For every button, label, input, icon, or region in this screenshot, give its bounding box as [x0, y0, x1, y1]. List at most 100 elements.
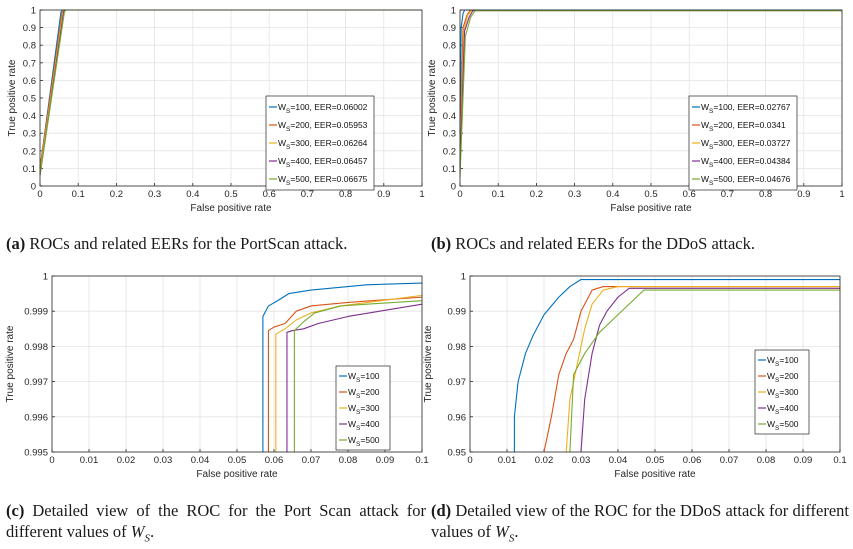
x-tick-label: 0.03	[572, 455, 591, 466]
y-tick-label: 0.7	[443, 58, 456, 69]
legend-label: WS=300, EER=0.03727	[701, 138, 791, 151]
x-tick-label: 0.06	[265, 455, 284, 466]
x-tick-label: 0.08	[757, 455, 776, 466]
chart-panel-c: 0 0.01 0.02 0.03 0.04 0.05 0.06 0.07 0.08 0.09 0.1…	[5, 272, 429, 481]
legend-label: WS=300	[348, 403, 380, 416]
x-tick-label: 0.7	[721, 189, 734, 200]
y-tick-label: 0.5	[23, 94, 36, 105]
series-line-d-4	[580, 287, 840, 453]
axes-frame-c	[51, 275, 423, 453]
y-tick-label: 0.7	[23, 58, 36, 69]
x-tick-label: 0.6	[683, 189, 696, 200]
y-tick-label: 0.96	[448, 412, 467, 423]
x-tick-label: 0.5	[224, 189, 237, 200]
y-tick-label: 1	[31, 6, 36, 17]
x-tick-label: 0.06	[683, 455, 702, 466]
caption-b-letter: (b)	[431, 234, 452, 253]
x-tick-label: 0.03	[154, 455, 173, 466]
y-tick-label: 0.9	[23, 23, 36, 34]
x-tick-label: 0.2	[530, 189, 543, 200]
caption-d-sub: S	[508, 532, 515, 545]
y-tick-label: 0.998	[24, 342, 48, 353]
legend-label: WS=100, EER=0.02767	[701, 102, 791, 115]
x-tick-label: 0.4	[606, 189, 619, 200]
caption-c-var: W	[130, 522, 145, 541]
x-tick-label: 0.04	[609, 455, 628, 466]
x-tick-label: 0.01	[80, 455, 99, 466]
x-tick-label: 0.5	[644, 189, 657, 200]
legend-box	[265, 95, 375, 191]
x-tick-label: 0.8	[759, 189, 772, 200]
y-axis-label: True positive rate	[7, 59, 18, 136]
y-axis-label: True positive rate	[423, 325, 434, 402]
legend-label: WS=100	[767, 355, 799, 368]
caption-d-end: .	[514, 522, 519, 541]
caption-a-letter: (a)	[6, 234, 26, 253]
x-tick-label: 0.07	[720, 455, 739, 466]
legend-b: WS=100, EER=0.02767 WS=200, EER=0.0341 WS=…	[688, 95, 798, 191]
x-tick-label: 0	[37, 189, 42, 200]
y-tick-label: 0.3	[23, 129, 36, 140]
caption-d-letter: (d)	[431, 501, 452, 520]
legend-c: WS=100 WS=200 WS=300 WS=400 WS=500	[335, 365, 391, 451]
y-tick-label: 0	[31, 182, 36, 193]
x-tick-label: 0	[457, 189, 462, 200]
y-tick-label: 0.996	[24, 412, 48, 423]
x-tick-label: 0.08	[339, 455, 358, 466]
x-tick-label: 0.8	[339, 189, 352, 200]
x-tick-label: 0.1	[415, 455, 428, 466]
series-line-c-2	[267, 296, 423, 452]
x-tick-label: 0.6	[263, 189, 276, 200]
legend-a: WS=100, EER=0.06002 WS=200, EER=0.05953 WS…	[265, 95, 375, 191]
y-tick-label: 0.8	[23, 41, 36, 52]
legend-label: WS=500, EER=0.06675	[278, 174, 368, 187]
y-tick-label: 0.4	[443, 111, 456, 122]
x-tick-label: 0.1	[833, 455, 846, 466]
series-line-d-1	[513, 278, 840, 452]
y-tick-label: 0.1	[443, 164, 456, 175]
y-tick-label: 0.2	[443, 146, 456, 157]
caption-c-letter: (c)	[6, 501, 25, 520]
series-line-b-5	[459, 9, 842, 178]
y-tick-label: 0.5	[443, 94, 456, 105]
x-tick-label: 0.07	[302, 455, 321, 466]
caption-a: (a) ROCs and related EERs for the PortSc…	[6, 233, 347, 254]
y-tick-label: 0.97	[448, 377, 467, 388]
y-axis-label: True positive rate	[427, 59, 438, 136]
legend-label: WS=200	[767, 371, 799, 384]
x-tick-label: 0.05	[646, 455, 665, 466]
y-tick-label: 0.6	[443, 76, 456, 87]
legend-label: WS=100	[348, 371, 380, 384]
legend-d: WS=100 WS=200 WS=300 WS=400 WS=500	[754, 349, 810, 435]
y-tick-label: 0.3	[443, 129, 456, 140]
y-tick-label: 0.99	[448, 307, 467, 318]
series-line-c-4	[286, 303, 423, 452]
legend-label: WS=400, EER=0.04384	[701, 156, 791, 169]
chart-panel-d: 0 0.01 0.02 0.03 0.04 0.05 0.06 0.07 0.08 0.09 0.1…	[423, 272, 847, 481]
legend-label: WS=200, EER=0.05953	[278, 120, 368, 133]
caption-d: (d) Detailed view of the ROC for the DDo…	[431, 500, 849, 549]
axes-frame-d	[469, 275, 841, 453]
y-tick-label: 1	[461, 272, 466, 283]
series-line-c-1	[262, 282, 423, 452]
series-line-d-2	[543, 286, 840, 453]
series-line-c-5	[293, 300, 423, 452]
y-tick-label: 0.98	[448, 342, 467, 353]
y-tick-label: 0.2	[23, 146, 36, 157]
caption-b: (b) ROCs and related EERs for the DDoS a…	[431, 233, 755, 254]
axes-frame-b	[459, 9, 843, 187]
x-tick-label: 0.01	[498, 455, 517, 466]
series-line-d-5	[569, 289, 840, 453]
y-tick-label: 1	[43, 272, 48, 283]
legend-label: WS=400	[767, 403, 799, 416]
legend-label: WS=400, EER=0.06457	[278, 156, 368, 169]
y-tick-label: 0.95	[448, 448, 467, 459]
x-tick-label: 0.9	[377, 189, 390, 200]
legend-label: WS=300	[767, 387, 799, 400]
caption-a-text: ROCs and related EERs for the PortScan a…	[25, 234, 348, 253]
legend-box	[688, 95, 798, 191]
x-tick-label: 0	[49, 455, 54, 466]
y-tick-label: 0.997	[24, 377, 48, 388]
legend-label: WS=100, EER=0.06002	[278, 102, 368, 115]
